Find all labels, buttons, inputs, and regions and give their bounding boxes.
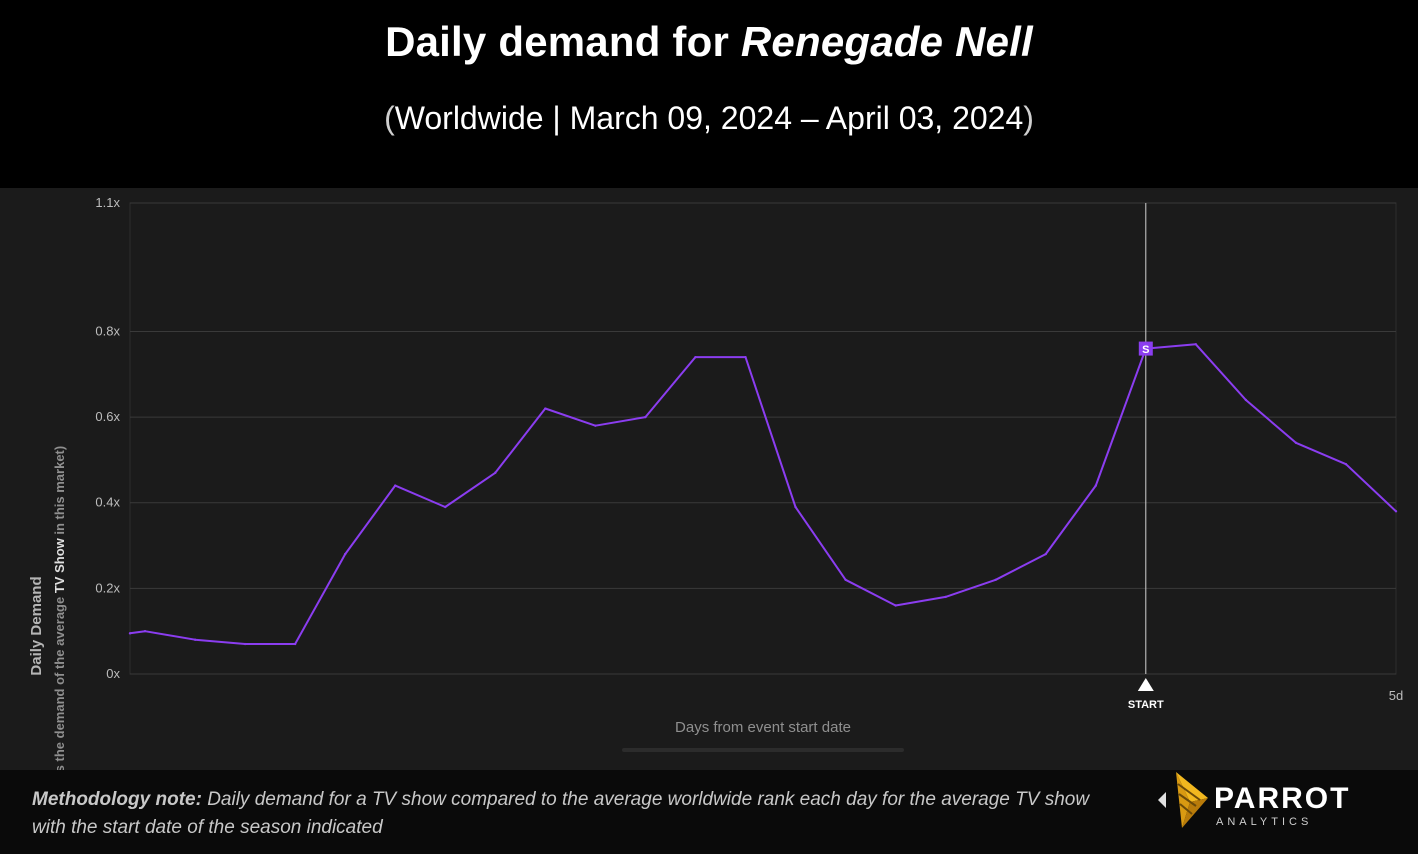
data-point	[594, 424, 597, 427]
data-point	[394, 484, 397, 487]
data-point	[544, 407, 547, 410]
logo-subtext: ANALYTICS	[1216, 816, 1313, 828]
y-tick-label: 0.4x	[95, 495, 120, 510]
data-point	[143, 629, 147, 633]
data-point	[994, 578, 997, 581]
subtitle-close-paren: )	[1023, 100, 1034, 136]
data-point	[343, 552, 347, 556]
data-point	[1294, 441, 1298, 444]
methodology-label: Methodology note:	[32, 789, 202, 810]
plot-frame	[129, 202, 1397, 675]
data-point	[128, 632, 132, 635]
parrot-logo-mark-icon	[1158, 772, 1208, 828]
series-layer	[128, 343, 1398, 646]
title-show-name: Renegade Nell	[740, 18, 1033, 65]
data-point	[1094, 484, 1097, 487]
chart-panel: 0x 0.2x 0.4x 0.6x 0.8x 1.1x Daily Demand (x t…	[0, 188, 1418, 770]
chart-title: Daily demand for Renegade Nell	[0, 18, 1418, 66]
y-axis-label: Daily Demand	[28, 576, 45, 675]
start-badge[interactable]	[1138, 341, 1153, 356]
title-prefix: Daily demand for	[385, 18, 741, 65]
data-point	[844, 578, 847, 581]
data-point	[444, 505, 447, 509]
axis-labels: Daily Demand (x times the demand of the …	[28, 446, 1403, 770]
data-point	[494, 471, 497, 474]
chart-subtitle: (Worldwide | March 09, 2024 – April 03, …	[0, 100, 1418, 137]
scrollbar-track[interactable]	[622, 748, 904, 752]
x-tick-label-5d: 5d	[1389, 688, 1403, 703]
data-point	[193, 638, 197, 641]
parrot-analytics-logo: PARROT ANALYTICS	[1152, 770, 1352, 850]
data-point	[894, 604, 897, 607]
header: Daily demand for Renegade Nell (Worldwid…	[0, 0, 1418, 188]
start-label: START	[1128, 699, 1164, 711]
subtitle-text: Worldwide | March 09, 2024 – April 03, 2…	[394, 100, 1024, 136]
data-point	[1344, 462, 1348, 466]
y-tick-label: 0.2x	[95, 580, 120, 595]
methodology-text: Daily demand for a TV show compared to t…	[32, 789, 1090, 838]
methodology-note: Methodology note: Daily demand for a TV …	[32, 786, 1112, 842]
y-tick-label: 0x	[106, 666, 120, 681]
line-chart: 0x 0.2x 0.4x 0.6x 0.8x 1.1x Daily Demand (x t…	[28, 195, 1403, 770]
event-marker-layer: S START	[1128, 203, 1164, 711]
data-point	[694, 355, 697, 359]
y-tick-label: 1.1x	[95, 195, 120, 210]
y-axis-sublabel-suffix: in this market)	[52, 446, 67, 538]
series-line	[129, 343, 1397, 645]
start-triangle-icon	[1137, 678, 1154, 691]
data-point	[794, 505, 797, 509]
y-axis-sublabel-prefix: (x times the demand of the average	[52, 593, 67, 770]
data-point	[1044, 552, 1047, 556]
data-point	[1394, 510, 1398, 513]
grid-layer: 0x 0.2x 0.4x 0.6x 0.8x 1.1x	[95, 195, 1397, 681]
logo-wordmark: PARROT	[1214, 782, 1351, 815]
x-axis-label: Days from event start date	[675, 719, 851, 736]
subtitle-open-paren: (	[384, 100, 395, 136]
data-point	[644, 415, 647, 419]
y-axis-sublabel: (x times the demand of the average TV Sh…	[52, 446, 67, 770]
y-axis-sublabel-emph: TV Show	[52, 537, 67, 593]
data-point	[744, 355, 747, 359]
data-point	[944, 595, 947, 599]
y-tick-label: 0.8x	[95, 323, 120, 338]
data-point	[1244, 398, 1248, 402]
y-tick-label: 0.6x	[95, 409, 120, 424]
start-badge-letter: S	[1142, 344, 1149, 356]
data-point	[243, 642, 247, 646]
data-point	[293, 642, 297, 646]
data-point	[1194, 343, 1198, 346]
footer: Methodology note: Daily demand for a TV …	[0, 770, 1418, 854]
